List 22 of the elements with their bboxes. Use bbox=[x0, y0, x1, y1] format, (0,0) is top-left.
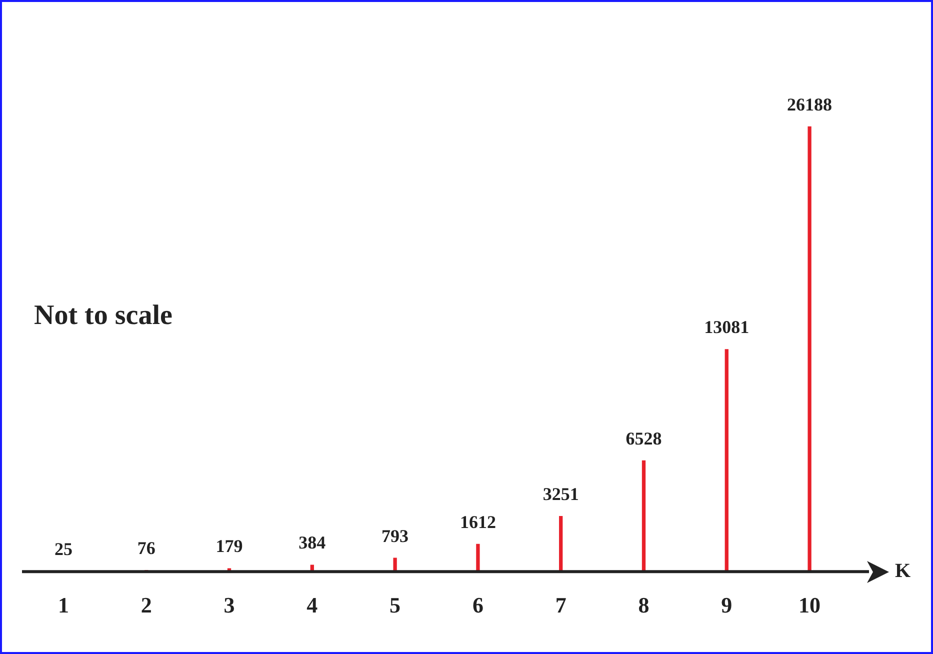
x-tick-label: 8 bbox=[638, 592, 650, 618]
x-tick-label: 5 bbox=[390, 592, 401, 618]
data-label: 3251 bbox=[542, 484, 579, 504]
annotation: Not to scale bbox=[34, 300, 172, 332]
data-label: 793 bbox=[382, 526, 409, 546]
x-tick-label: 4 bbox=[306, 592, 318, 618]
x-axis-title: K bbox=[895, 560, 911, 582]
x-tick-label: 6 bbox=[472, 592, 484, 618]
x-tick-label: 1 bbox=[58, 592, 69, 618]
x-tick-label: 7 bbox=[555, 592, 566, 618]
data-label: 6528 bbox=[626, 428, 662, 448]
x-tick-label: 2 bbox=[140, 592, 152, 618]
x-tick-label: 9 bbox=[721, 592, 732, 618]
x-tick-label: 3 bbox=[224, 592, 235, 618]
data-label: 13081 bbox=[704, 317, 750, 338]
data-label: 26188 bbox=[787, 94, 832, 114]
x-tick-label: 10 bbox=[798, 592, 821, 618]
data-label: 25 bbox=[54, 538, 72, 559]
data-label: 76 bbox=[137, 538, 156, 558]
data-label: 1612 bbox=[460, 512, 496, 532]
data-label: 384 bbox=[298, 532, 326, 553]
data-label: 179 bbox=[216, 536, 243, 556]
